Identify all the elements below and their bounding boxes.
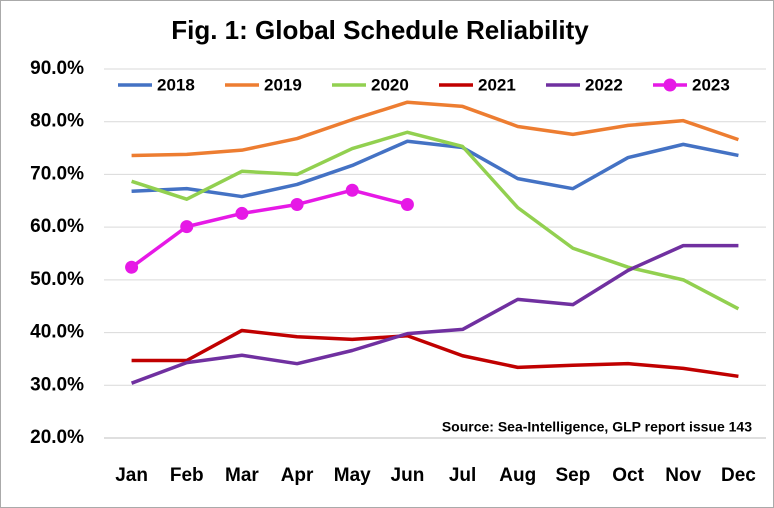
x-tick-label: Jun	[391, 465, 425, 486]
x-tick-label: Aug	[499, 465, 536, 486]
y-tick-label: 90.0%	[30, 58, 84, 79]
legend-label: 2018	[157, 75, 195, 94]
y-tick-label: 70.0%	[30, 163, 84, 184]
x-tick-label: Jan	[115, 465, 148, 486]
x-tick-label: Sep	[555, 465, 590, 486]
y-tick-label: 80.0%	[30, 111, 84, 132]
y-tick-label: 60.0%	[30, 216, 84, 237]
marker	[290, 197, 304, 211]
series-line	[130, 243, 739, 385]
marker	[400, 197, 414, 211]
series-line	[131, 139, 739, 199]
x-tick-label: Dec	[721, 465, 756, 486]
y-tick-label: 50.0%	[30, 269, 84, 290]
marker	[180, 220, 194, 234]
marker	[235, 206, 249, 220]
x-tick-label: Oct	[612, 465, 644, 486]
legend-label: 2021	[478, 75, 516, 94]
annotation: Source: Sea-Intelligence, GLP report iss…	[442, 419, 752, 435]
legend-label: 2023	[692, 75, 730, 94]
series-line	[131, 130, 740, 311]
y-tick-label: 30.0%	[30, 374, 84, 395]
marker	[125, 260, 139, 274]
marker	[345, 183, 359, 197]
x-tick-label: Nov	[665, 465, 701, 486]
x-tick-label: Mar	[225, 465, 259, 486]
x-tick-label: May	[334, 465, 371, 486]
series-line	[131, 100, 739, 158]
x-tick-label: Apr	[281, 465, 314, 486]
series-line	[130, 188, 408, 269]
x-tick-label: Jul	[449, 465, 476, 486]
y-tick-label: 40.0%	[30, 322, 84, 343]
legend-label: 2019	[264, 75, 302, 94]
legend-label: 2020	[371, 75, 409, 94]
series-line	[131, 328, 739, 379]
chart-title: Fig. 1: Global Schedule Reliability	[171, 15, 589, 45]
x-tick-label: Feb	[170, 465, 204, 486]
legend-label: 2022	[585, 75, 623, 94]
legend-marker	[663, 78, 677, 92]
y-tick-label: 20.0%	[30, 427, 84, 448]
